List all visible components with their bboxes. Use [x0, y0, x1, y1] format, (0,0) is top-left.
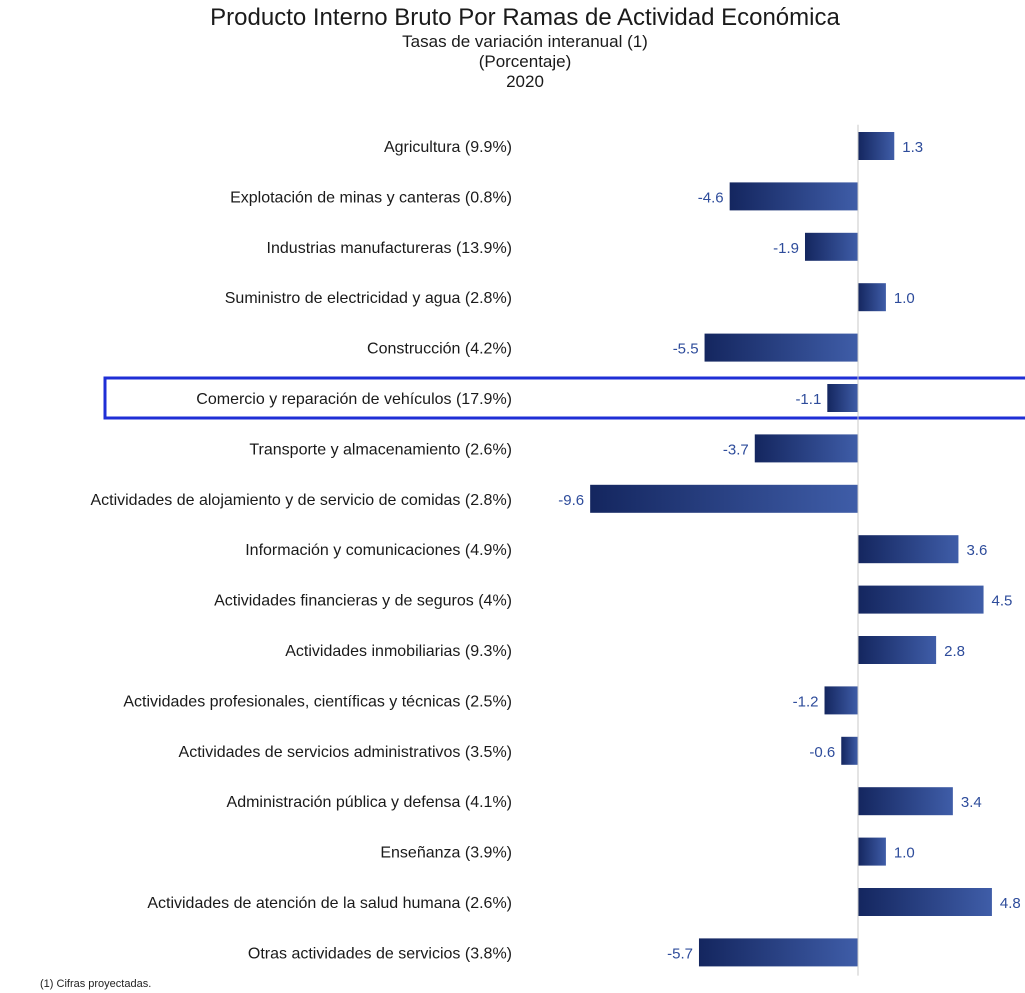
bar	[858, 888, 992, 916]
category-label: Administración pública y defensa (4.1%)	[227, 794, 512, 811]
bar	[827, 384, 858, 412]
category-label: Información y comunicaciones (4.9%)	[245, 542, 512, 559]
category-label: Actividades inmobiliarias (9.3%)	[285, 643, 512, 660]
bar	[729, 182, 858, 211]
bar	[858, 283, 886, 312]
category-label: Otras actividades de servicios (3.8%)	[248, 945, 512, 962]
category-label: Comercio y reparación de vehículos (17.9…	[196, 391, 512, 408]
category-label: Suministro de electricidad y agua (2.8%)	[225, 290, 512, 307]
bar	[590, 484, 858, 513]
bar	[841, 736, 858, 765]
highlight-box	[103, 376, 1025, 420]
category-label: Explotación de minas y canteras (0.8%)	[230, 189, 512, 206]
category-label: Actividades de servicios administrativos…	[179, 744, 512, 761]
bar	[858, 636, 937, 664]
category-label: Actividades financieras y de seguros (4%…	[214, 593, 512, 610]
data-label: 1.0	[894, 845, 915, 862]
data-label: 4.8	[1000, 895, 1021, 912]
bar	[704, 333, 858, 362]
data-label: -5.5	[673, 341, 699, 358]
chart-unit: (Porcentaje)	[478, 52, 572, 71]
bar	[754, 434, 858, 463]
bar	[858, 837, 886, 866]
data-label: -1.1	[795, 391, 821, 408]
chart-subtitle: Tasas de variación interanual (1)	[402, 32, 648, 51]
data-label: 3.6	[966, 542, 987, 559]
chart-title: Producto Interno Bruto Por Ramas de Acti…	[210, 4, 840, 31]
bar	[858, 535, 959, 564]
category-label: Agricultura (9.9%)	[384, 139, 512, 156]
bar	[858, 585, 984, 614]
category-label: Transporte y almacenamiento (2.6%)	[249, 441, 512, 458]
category-label: Construcción (4.2%)	[367, 341, 512, 358]
chart-titles: Producto Interno Bruto Por Ramas de Acti…	[0, 6, 1025, 93]
category-label: Industrias manufactureras (13.9%)	[267, 240, 512, 257]
category-label: Actividades profesionales, científicas y…	[123, 693, 512, 710]
data-label: 4.5	[992, 593, 1013, 610]
data-label: -5.7	[667, 945, 693, 962]
bar	[824, 686, 858, 715]
bar	[698, 938, 858, 967]
chart-period: 2020	[506, 72, 544, 91]
data-label: 1.0	[894, 290, 915, 307]
data-label: -4.6	[698, 189, 724, 206]
category-label: Enseñanza (3.9%)	[380, 845, 512, 862]
category-label: Actividades de atención de la salud huma…	[147, 895, 512, 912]
data-label: -3.7	[723, 441, 749, 458]
data-label: -1.2	[793, 693, 819, 710]
bar	[804, 232, 858, 261]
data-label: 2.8	[944, 643, 965, 660]
data-label: 1.3	[902, 139, 923, 156]
category-label: Actividades de alojamiento y de servicio…	[90, 492, 512, 509]
data-label: 3.4	[961, 794, 982, 811]
data-label: -0.6	[809, 744, 835, 761]
bar	[858, 787, 953, 816]
footnote: (1) Cifras proyectadas.	[40, 978, 152, 990]
data-label: -9.6	[558, 492, 584, 509]
bar	[858, 132, 895, 160]
data-label: -1.9	[773, 240, 799, 257]
